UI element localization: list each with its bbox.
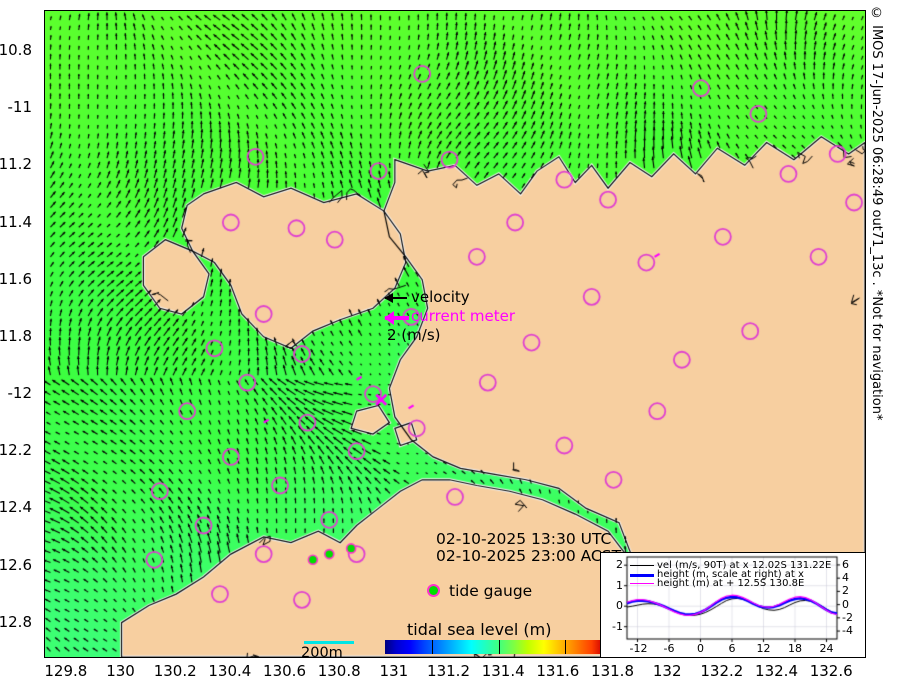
copyright-notice: © IMOS 17-Jun-2025 06:28:49 out71_13c . … — [869, 6, 884, 421]
x-axis-tick-label: 131.6 — [536, 662, 580, 680]
y-axis-tick-label: -11 — [7, 98, 33, 117]
x-axis-tick-label: 130.4 — [208, 662, 252, 680]
inset-y-tick-label-right: 0 — [842, 597, 849, 611]
y-axis-tick-label: -12 — [7, 384, 33, 403]
timestamp-utc: 02-10-2025 13:30 UTC — [436, 530, 612, 548]
colorbar-tick — [565, 640, 567, 654]
x-axis-tick-label: 132 — [652, 662, 682, 680]
colorbar-title: tidal sea level (m) — [407, 620, 552, 639]
x-axis-tick-label: 130 — [106, 662, 135, 680]
inset-y-tick-label-right: -4 — [842, 624, 853, 638]
inset-x-tick-label: 0 — [697, 642, 704, 655]
y-axis-tick-label: -11.2 — [0, 155, 32, 174]
tide-gauge-marker-icon — [427, 584, 440, 597]
colorbar-tick-label: 2 — [545, 656, 585, 657]
inset-x-tick-label: 12 — [756, 642, 771, 655]
current-meter-key-arrow — [384, 311, 409, 325]
inset-y-tick-label-right: -2 — [842, 610, 853, 624]
inset-legend-swatch — [630, 574, 654, 577]
y-axis-tick-label: -10.8 — [0, 41, 32, 60]
velocity-scale-label: 2 (m/s) — [387, 326, 441, 344]
x-axis-tick-label: 131.4 — [481, 662, 525, 680]
y-axis-tick-label: -11.8 — [0, 326, 32, 345]
y-axis-tick-label: -12.8 — [0, 612, 32, 631]
velocity-key-label: velocity — [411, 288, 470, 306]
x-axis-tick-label: 130.2 — [153, 662, 197, 680]
timestamp-local: 02-10-2025 23:00 ACST — [436, 547, 622, 565]
y-axis-tick-label: -12.2 — [0, 441, 32, 460]
velocity-key-arrow — [384, 293, 407, 303]
inset-x-tick-label: -6 — [663, 642, 675, 655]
inset-legend-label: height (m, scale at right) at x — [657, 569, 804, 580]
colorbar-tick-label: 0 — [479, 656, 519, 657]
y-axis-tick-label: -12.4 — [0, 498, 32, 517]
y-axis-tick-label: -11.6 — [0, 269, 32, 288]
inset-legend-label: vel (m/s, 90T) at x 12.02S 131.22E — [657, 560, 832, 571]
colorbar-tick — [498, 640, 500, 654]
y-axis-tick-label: -12.6 — [0, 555, 32, 574]
current-meter-key-label: current meter — [411, 307, 515, 325]
colorbar-tick — [431, 640, 433, 654]
inset-y-tick-label-right: 4 — [842, 571, 849, 585]
timeseries-inset-panel[interactable]: -12 -6 0 6 12 18 24 -1 0 1 2 -4 -2 0 2 4 6 vel (m/s, 90T)… — [600, 552, 866, 658]
inset-y-tick-label-left: 2 — [616, 558, 623, 572]
x-axis-tick-label: 131.8 — [591, 662, 634, 680]
tide-gauge-label: tide gauge — [449, 582, 533, 600]
inset-legend-label: height (m) at + 12.5S 130.8E — [657, 578, 805, 589]
inset-y-tick-label-right: 2 — [842, 584, 849, 598]
x-axis-tick-label: 130.6 — [263, 662, 306, 680]
x-axis-tick-label: 132.2 — [700, 662, 744, 680]
inset-x-tick-label: 6 — [728, 642, 736, 655]
inset-x-tick-label: 24 — [819, 642, 834, 655]
inset-legend-swatch — [630, 565, 654, 566]
x-axis-tick-label: 132.4 — [755, 662, 798, 680]
timeseries-inset-canvas[interactable] — [601, 553, 865, 657]
scale-bar-label: 200m — [301, 645, 343, 658]
x-axis-tick-label: 131 — [379, 662, 409, 680]
scale-bar — [304, 641, 354, 644]
inset-y-tick-label-left: 1 — [616, 578, 623, 592]
x-axis-tick-label: 130.8 — [317, 662, 361, 680]
colorbar-tick-label: -2 — [412, 656, 452, 657]
inset-legend-swatch — [630, 583, 654, 584]
map-canvas[interactable] — [45, 11, 865, 657]
inset-y-tick-label-left: -1 — [612, 619, 623, 633]
x-axis-tick-label: 131.2 — [427, 662, 470, 680]
y-axis-tick-label: -11.4 — [0, 212, 32, 231]
inset-y-tick-label-left: 0 — [616, 599, 623, 613]
inset-y-tick-label-right: 6 — [842, 557, 849, 571]
inset-x-tick-label: 18 — [788, 642, 802, 655]
x-axis-tick-label: 132.6 — [809, 662, 853, 680]
x-axis-tick-label: 129.8 — [44, 662, 88, 680]
map-panel[interactable]: velocity current meter 2 (m/s) 02-10-202… — [44, 10, 866, 658]
inset-x-tick-label: -12 — [629, 642, 648, 655]
